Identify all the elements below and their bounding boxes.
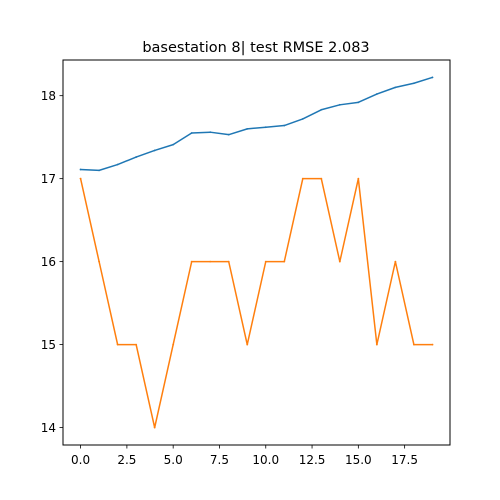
x-tick-label: 17.5 [391, 453, 418, 467]
series-2-point [227, 260, 230, 263]
x-tick-label: 12.5 [299, 453, 326, 467]
series-2-point [375, 343, 378, 346]
series-1-point [412, 82, 415, 85]
series-2-point [190, 260, 193, 263]
series-1 [79, 76, 434, 172]
series-2-point [172, 343, 175, 346]
series-2-point [431, 343, 434, 346]
series-1-point [190, 132, 193, 134]
series-1-line [79, 76, 434, 172]
series-1-point [98, 169, 101, 172]
series-2-point [412, 343, 415, 346]
x-tick-label: 7.5 [210, 453, 229, 467]
plot-area-frame [62, 59, 451, 446]
x-tick-label: 15.0 [345, 453, 372, 467]
series-2 [79, 177, 434, 429]
y-axis: 14 15 16 17 18 [41, 89, 63, 435]
series-2-point [135, 343, 138, 346]
series-2-point [116, 343, 119, 346]
series-1-point [283, 124, 286, 127]
series-2-point [357, 177, 360, 180]
series-layer [79, 76, 434, 429]
series-1-point [375, 93, 378, 95]
series-2-point [79, 177, 82, 180]
series-1-point [116, 163, 119, 166]
series-2-point [338, 260, 341, 263]
series-1-point [338, 103, 341, 106]
series-2-point [320, 177, 323, 180]
series-2-point [301, 177, 304, 180]
series-1-point [394, 86, 397, 89]
series-2-point [264, 260, 267, 263]
series-1-point [153, 149, 156, 152]
x-tick-label: 2.5 [117, 453, 136, 467]
y-tick-label: 17 [41, 172, 56, 186]
series-1-point [431, 76, 434, 79]
series-2-point [246, 343, 249, 346]
y-tick-label: 14 [41, 421, 56, 435]
series-1-point [172, 143, 175, 146]
series-2-point [153, 426, 156, 429]
series-2-line [79, 177, 434, 429]
series-1-point [227, 133, 230, 136]
series-1-point [246, 127, 249, 130]
series-1-point [320, 108, 323, 111]
series-1-point [79, 168, 82, 171]
series-1-point [135, 156, 138, 158]
series-2-point [209, 260, 212, 263]
y-tick-label: 15 [41, 338, 56, 352]
x-tick-label: 0.0 [71, 453, 90, 467]
x-axis: 0.0 2.5 5.0 7.5 10.0 12.5 15.0 17.5 [71, 445, 418, 467]
series-1-point [209, 131, 212, 134]
chart-title: basestation 8| test RMSE 2.083 [142, 40, 369, 56]
y-tick-label: 16 [41, 255, 56, 269]
series-1-point [301, 118, 304, 120]
series-1-point [264, 126, 267, 129]
x-tick-label: 10.0 [252, 453, 279, 467]
y-tick-label: 18 [41, 89, 56, 103]
x-tick-label: 5.0 [164, 453, 183, 467]
series-2-point [394, 260, 397, 263]
series-2-point [98, 260, 101, 263]
series-1-point [357, 101, 360, 104]
series-2-point [283, 260, 286, 263]
